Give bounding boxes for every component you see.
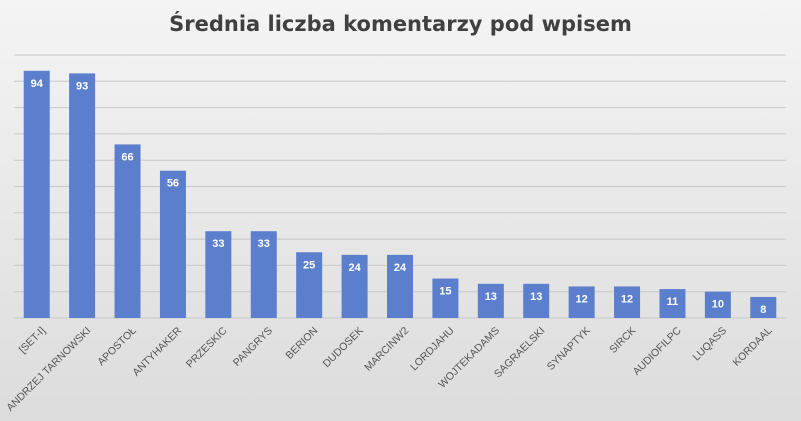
x-tick-label: MARCINW2 xyxy=(362,325,411,374)
data-label: 13 xyxy=(485,291,497,303)
data-label: 33 xyxy=(258,238,270,250)
bar xyxy=(159,170,186,318)
bar xyxy=(704,291,731,318)
x-tick-label: APOSTOŁ xyxy=(95,325,139,369)
x-tick-label: ANTYHAKER xyxy=(130,324,184,378)
x-tick-label: AUDIOFILPC xyxy=(631,324,684,377)
bar xyxy=(477,283,504,318)
bar xyxy=(614,286,641,318)
chart-title: Średnia liczba komentarzy pod wpisem xyxy=(169,12,632,36)
bar xyxy=(432,278,459,318)
bar xyxy=(69,73,96,318)
data-label: 24 xyxy=(394,262,407,274)
data-label: 66 xyxy=(121,151,133,163)
data-label: 12 xyxy=(621,293,633,305)
bar xyxy=(250,231,277,318)
bar xyxy=(341,254,368,318)
data-label: 24 xyxy=(348,262,361,274)
bar xyxy=(659,289,686,318)
x-tick-label: SIRCK xyxy=(607,325,638,356)
x-tick-label: LUQASS xyxy=(690,325,729,364)
bar xyxy=(114,144,141,318)
x-tick-label: [SET-I] xyxy=(17,325,48,356)
data-label: 93 xyxy=(76,80,88,92)
data-label: 8 xyxy=(760,304,766,316)
bar xyxy=(750,296,777,318)
data-label: 33 xyxy=(212,238,224,250)
x-tick-label: DUDOSEK xyxy=(321,325,366,370)
bar xyxy=(387,254,413,318)
data-label: 11 xyxy=(667,296,679,308)
data-label: 25 xyxy=(303,259,315,271)
x-tick-label: SYNAPTYK xyxy=(545,325,593,373)
bar xyxy=(523,283,550,318)
bar xyxy=(296,252,323,318)
x-tick-label: BERION xyxy=(283,325,320,362)
data-label: 94 xyxy=(31,78,44,90)
x-tick-label: PRZESKIC xyxy=(184,324,230,370)
x-tick-label: ANDRZEJ TARNOWSKI xyxy=(4,325,93,414)
data-label: 56 xyxy=(167,178,179,190)
x-tick-label: KORDAAL xyxy=(731,325,775,369)
bar xyxy=(23,70,50,318)
data-label: 12 xyxy=(576,293,588,305)
bar xyxy=(568,286,595,318)
data-label: 15 xyxy=(439,286,451,298)
bar xyxy=(205,231,232,318)
data-label: 13 xyxy=(530,291,542,303)
data-label: 10 xyxy=(712,299,724,311)
x-tick-label: LORDJAHU xyxy=(408,325,457,374)
x-tick-label: PANGRYS xyxy=(231,325,275,369)
